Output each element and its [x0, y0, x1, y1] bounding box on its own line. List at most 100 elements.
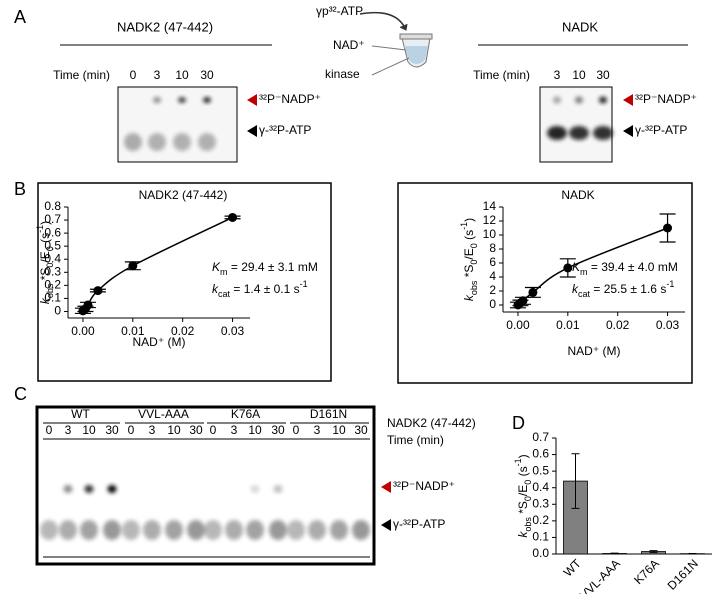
y-tick-label: 0.6 [44, 225, 61, 239]
gel-band [269, 520, 287, 540]
gel-band [198, 133, 216, 151]
y-axis-label-part: -1 [35, 225, 45, 233]
y-tick-label: 0.4 [532, 480, 549, 494]
gel-band [59, 520, 77, 540]
lane-label: 10 [175, 68, 189, 82]
group-label: VVL-AAA [138, 407, 189, 421]
x-tick-label: 0.00 [506, 318, 530, 332]
y-axis-label-part: 0 [469, 260, 479, 265]
y-tick-label: 0.1 [532, 530, 549, 544]
group-label: WT [71, 407, 90, 421]
gel-band [187, 520, 205, 540]
km-annotation: Km = 29.4 ± 3.1 mM [212, 260, 318, 277]
gel-band [165, 520, 183, 540]
x-tick-label: 0.01 [556, 318, 580, 332]
gel-band [599, 96, 607, 104]
error-bar [649, 550, 658, 553]
x-axis-label: NAD⁺ (M) [568, 344, 621, 358]
lane-label: 3 [314, 423, 321, 437]
kcat-annotation: kcat = 25.5 ± 1.6 s-1 [572, 279, 674, 299]
y-axis-label-part: /E [516, 485, 530, 496]
band-label: ³²P⁻NADP⁺ [635, 92, 697, 106]
marker-triangle [623, 94, 633, 106]
x-tick-label: 0.03 [656, 318, 680, 332]
y-tick-label: 0.2 [44, 278, 61, 292]
y-tick-label: 0.1 [44, 291, 61, 305]
schematic-label: NAD⁺ [333, 38, 365, 52]
chart-frame [397, 182, 693, 384]
y-axis-label-part: ) [38, 221, 52, 225]
gel-band [569, 126, 589, 140]
band-label: ³²P⁻NADP⁺ [259, 92, 321, 106]
gel-band [122, 520, 140, 540]
gel-band [124, 133, 142, 151]
lane-label: 30 [354, 423, 368, 437]
marker-triangle [381, 519, 391, 531]
lane-label: 30 [271, 423, 285, 437]
gel-band [63, 485, 73, 493]
gel-band [173, 133, 191, 151]
data-point [528, 287, 538, 297]
y-tick-label: 0 [489, 297, 496, 311]
band-label: ³²P⁻NADP⁺ [393, 479, 455, 493]
y-axis-label-part: -1 [513, 458, 523, 466]
y-axis-label-part: *S [38, 268, 52, 284]
group-label: D161N [310, 407, 347, 421]
band-label: γ-³²P-ATP [259, 123, 311, 137]
gel [117, 86, 238, 163]
lane-label: 0 [46, 423, 53, 437]
y-axis-label-part: /E [462, 248, 476, 259]
y-tick-label: 0.8 [44, 199, 61, 213]
gel-band [203, 97, 211, 103]
y-axis-label-part: ) [516, 454, 530, 458]
chart-title: NADK [561, 188, 594, 202]
y-axis-label-part: (s [462, 230, 476, 243]
y-axis-label-part: obs [45, 283, 55, 298]
kcat-annotation-part: cat [578, 289, 591, 299]
x-tick-label: VVL-AAA [577, 556, 623, 594]
gel-band [330, 520, 348, 540]
kcat-annotation: kcat = 1.4 ± 0.1 s-1 [212, 279, 308, 299]
gel-band [204, 520, 222, 540]
kcat-annotation-part: k [572, 282, 579, 296]
lane-label: 30 [105, 423, 119, 437]
lane-label: 30 [596, 68, 610, 82]
y-axis-label: kobs *S0/E0 (s-1) [459, 218, 479, 301]
km-annotation: Km = 39.4 ± 4.0 mM [572, 260, 678, 277]
error-bar [610, 552, 619, 555]
lane-label: 3 [65, 423, 72, 437]
y-tick-label: 0.3 [532, 496, 549, 510]
kcat-annotation-part: = 1.4 ± 0.1 s [230, 282, 300, 296]
gel-band [153, 97, 161, 103]
lane-label: 0 [293, 423, 300, 437]
gel-band [40, 520, 58, 540]
data-point [518, 296, 528, 306]
y-tick-label: 0.2 [532, 513, 549, 527]
y-axis-label-part: ) [462, 218, 476, 222]
lane-label: 0 [130, 68, 137, 82]
marker-triangle [623, 125, 633, 137]
y-tick-label: 0.6 [532, 447, 549, 461]
x-tick-label: 0.03 [221, 324, 245, 338]
x-tick-label: 0.00 [71, 324, 95, 338]
y-axis-label-part: 0 [469, 243, 479, 248]
lane-label: 0 [210, 423, 217, 437]
kcat-annotation-part: cat [218, 289, 231, 299]
time-label: Time (min) [473, 68, 530, 82]
y-axis-label-part: obs [469, 280, 479, 295]
schematic-label: γp³²-ATP [316, 4, 363, 18]
y-axis-label-part: (s [38, 233, 52, 246]
panel-label: B [14, 179, 26, 199]
km-annotation-part: m [580, 267, 588, 277]
fit-line [82, 216, 233, 312]
gel-band [308, 520, 326, 540]
panel-label: A [14, 7, 26, 27]
x-tick-label: WT [561, 556, 585, 580]
lane-label: 3 [554, 68, 561, 82]
y-axis-label-part: *S [462, 265, 476, 281]
y-tick-label: 0 [54, 304, 61, 318]
panel-label: C [14, 384, 27, 404]
y-axis-label-part: 0 [45, 246, 55, 251]
y-tick-label: 14 [483, 199, 497, 213]
